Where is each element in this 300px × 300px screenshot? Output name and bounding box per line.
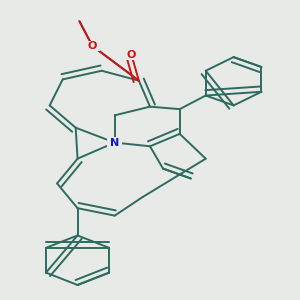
Bar [124,49,139,60]
Bar [85,40,100,51]
Bar [107,137,122,148]
Text: O: O [127,50,136,60]
Text: O: O [88,41,97,51]
Text: N: N [110,138,119,148]
